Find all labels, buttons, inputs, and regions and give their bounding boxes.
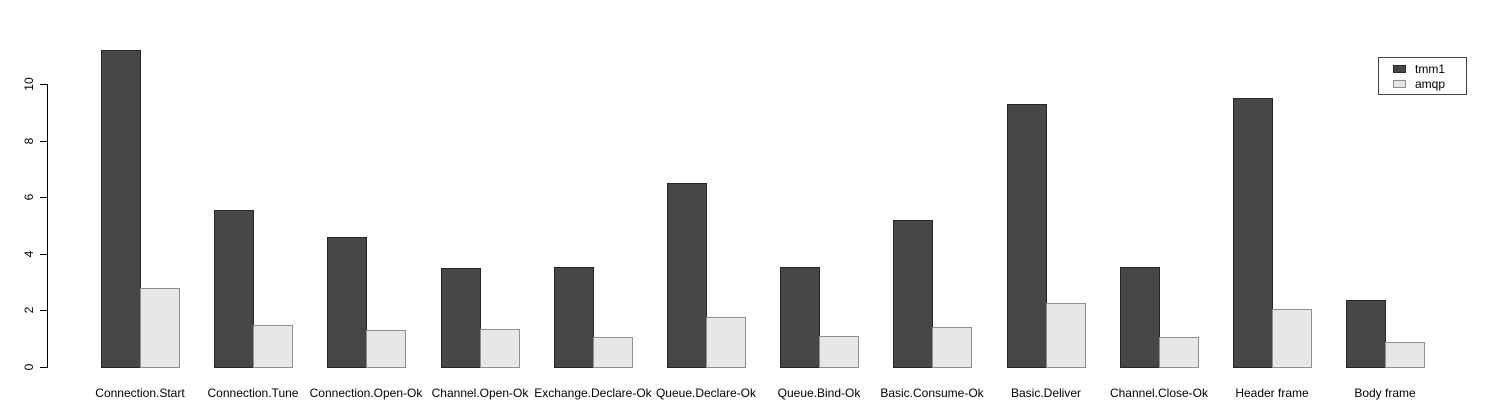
bar-amqp <box>1272 308 1312 368</box>
y-tick-label: 10 <box>22 77 36 91</box>
y-axis <box>47 84 48 368</box>
bar-tmm1 <box>1346 300 1386 368</box>
legend-swatch-amqp-icon <box>1393 79 1406 88</box>
category-label: Body frame <box>1354 386 1416 400</box>
bar-amqp <box>1159 337 1199 368</box>
bar-tmm1 <box>1007 103 1047 368</box>
y-axis-tick <box>40 310 47 311</box>
bar-tmm1 <box>554 266 594 368</box>
y-axis-tick <box>40 141 47 142</box>
legend-item-amqp: amqp <box>1393 78 1466 90</box>
bar-tmm1 <box>667 183 707 368</box>
category-label: Queue.Declare-Ok <box>655 386 757 400</box>
category-label: Channel.Close-Ok <box>1109 386 1209 400</box>
bar-amqp <box>1385 341 1425 368</box>
bar-tmm1 <box>441 267 481 368</box>
category-label: Basic.Consume-Ok <box>880 386 984 400</box>
y-tick-label: 2 <box>22 306 36 314</box>
bar-amqp <box>1046 303 1086 368</box>
y-tick-label: 8 <box>22 137 36 145</box>
category-label: Channel.Open-Ok <box>431 386 529 400</box>
category-label: Connection.Start <box>95 386 185 400</box>
legend-swatch-tmm1-icon <box>1393 64 1406 73</box>
category-label: Basic.Deliver <box>1010 386 1082 400</box>
bar-tmm1 <box>893 219 933 368</box>
y-axis-tick <box>40 367 47 368</box>
bar-tmm1 <box>1233 98 1273 368</box>
bar-amqp <box>140 287 180 368</box>
category-label: Connection.Open-Ok <box>309 386 423 400</box>
bar-tmm1 <box>1120 266 1160 368</box>
bar-amqp <box>253 324 293 368</box>
legend-label-tmm1: tmm1 <box>1415 61 1445 76</box>
category-label: Header frame <box>1235 386 1309 400</box>
y-tick-label: 0 <box>22 363 36 371</box>
bar-tmm1 <box>327 236 367 368</box>
legend: tmm1 amqp <box>1378 57 1467 95</box>
y-axis-tick <box>40 84 47 85</box>
bar-amqp <box>819 335 859 368</box>
category-label: Queue.Bind-Ok <box>777 386 861 400</box>
y-tick-label: 4 <box>22 250 36 258</box>
bar-amqp <box>932 327 972 368</box>
bar-amqp <box>593 337 633 368</box>
legend-label-amqp: amqp <box>1415 76 1446 91</box>
category-label: Connection.Tune <box>207 386 299 400</box>
bar-tmm1 <box>780 266 820 368</box>
bar-amqp <box>706 317 746 368</box>
bar-amqp <box>480 328 520 368</box>
bar-amqp <box>366 330 406 368</box>
bar-tmm1 <box>101 50 141 368</box>
y-axis-tick <box>40 197 47 198</box>
legend-item-tmm1: tmm1 <box>1393 63 1466 75</box>
y-axis-tick <box>40 254 47 255</box>
category-label: Exchange.Declare-Ok <box>534 386 652 400</box>
bar-tmm1 <box>214 209 254 368</box>
y-tick-label: 6 <box>22 193 36 201</box>
